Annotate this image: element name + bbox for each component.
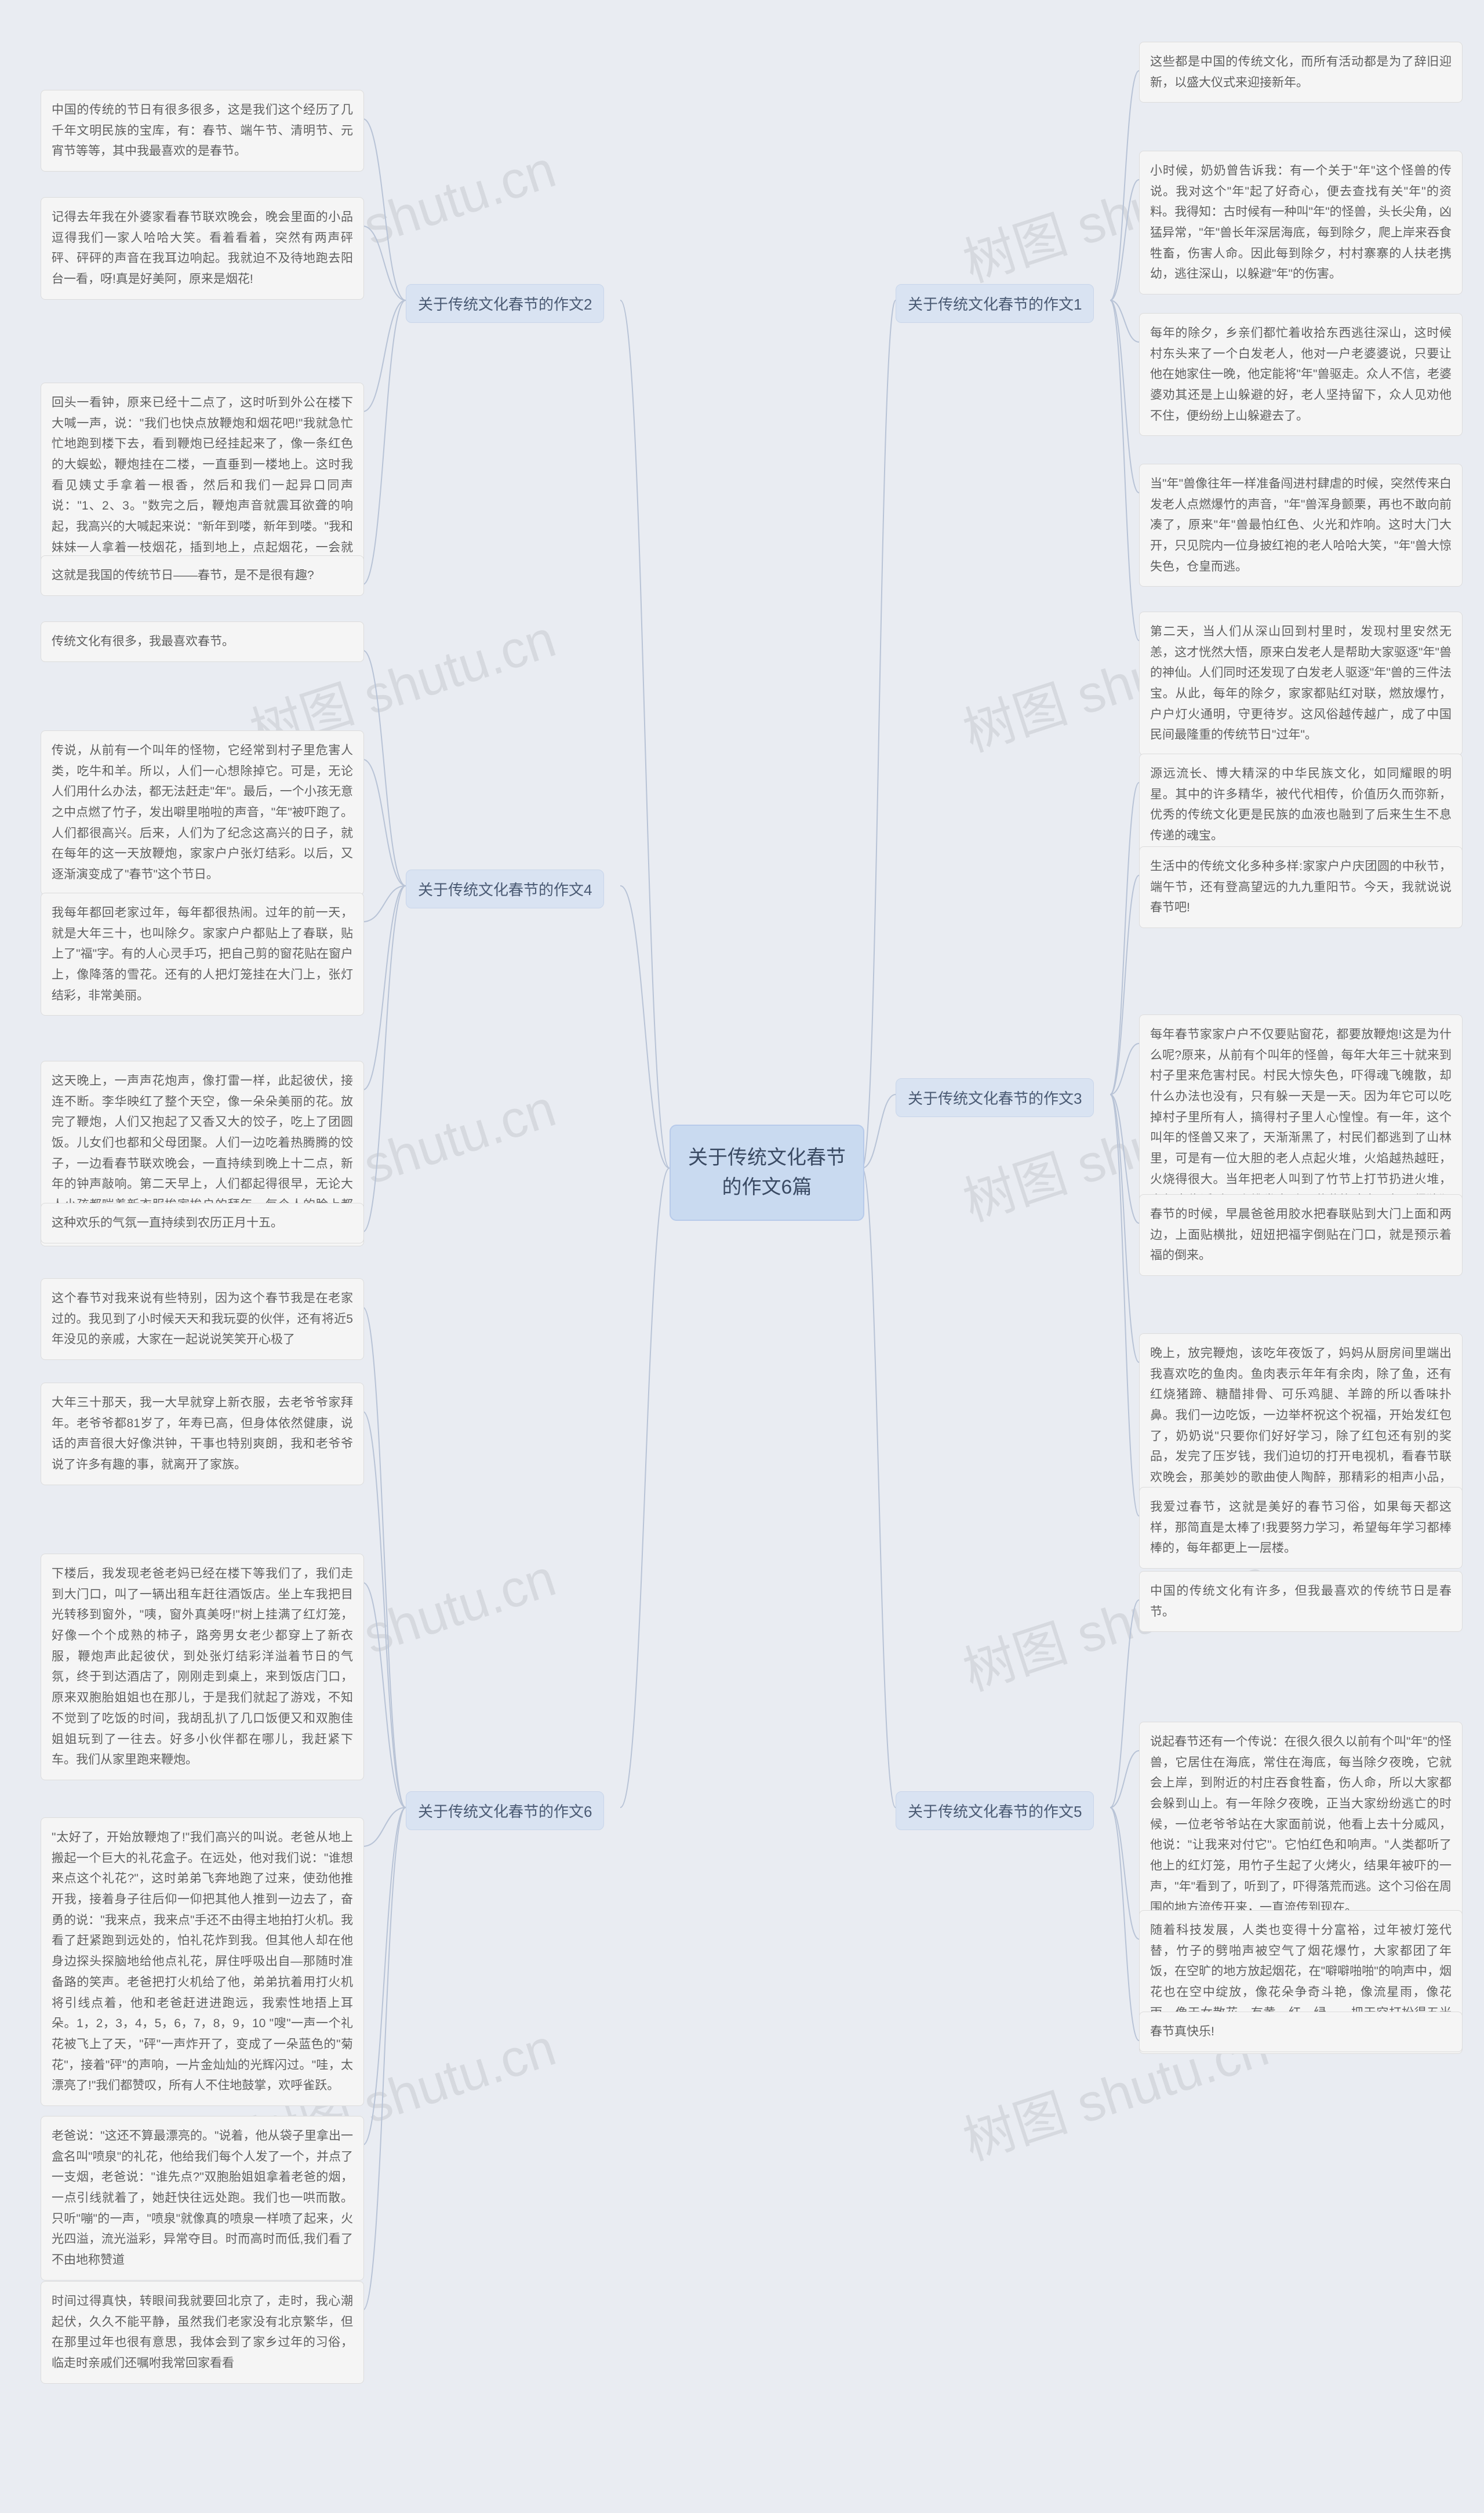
leaf-node: "太好了，开始放鞭炮了!"我们高兴的叫说。老爸从地上搬起一个巨大的礼花盒子。在远… xyxy=(41,1817,364,2106)
leaf-node: 中国的传统的节日有很多很多，这是我们这个经历了几千年文明民族的宝库，有：春节、端… xyxy=(41,90,364,172)
leaf-node: 第二天，当人们从深山回到村里时，发现村里安然无恙，这才恍然大悟，原来白发老人是帮… xyxy=(1139,612,1463,755)
branch-node[interactable]: 关于传统文化春节的作文5 xyxy=(896,1791,1094,1830)
leaf-node: 说起春节还有一个传说：在很久很久以前有个叫"年"的怪兽，它居住在海底，常住在海底… xyxy=(1139,1722,1463,1928)
branch-node[interactable]: 关于传统文化春节的作文6 xyxy=(406,1791,604,1830)
leaf-node: 下楼后，我发现老爸老妈已经在楼下等我们了，我们走到大门口，叫了一辆出租车赶往酒饭… xyxy=(41,1554,364,1780)
leaf-node: 这些都是中国的传统文化，而所有活动都是为了辞旧迎新，以盛大仪式来迎接新年。 xyxy=(1139,42,1463,103)
leaf-node: 这就是我国的传统节日——春节，是不是很有趣? xyxy=(41,555,364,596)
leaf-node: 这个春节对我来说有些特别，因为这个春节我是在老家过的。我见到了小时候天天和我玩耍… xyxy=(41,1278,364,1360)
leaf-node: 传统文化有很多，我最喜欢春节。 xyxy=(41,621,364,662)
leaf-node: 大年三十那天，我一大早就穿上新衣服，去老爷爷家拜年。老爷爷都81岁了，年寿已高，… xyxy=(41,1383,364,1485)
leaf-node: 小时候，奶奶曾告诉我：有一个关于"年"这个怪兽的传说。我对这个"年"起了好奇心，… xyxy=(1139,151,1463,294)
leaf-node: 老爸说："这还不算最漂亮的。"说着，他从袋子里拿出一盒名叫"喷泉"的礼花，他给我… xyxy=(41,2116,364,2281)
leaf-node: 每年的除夕，乡亲们都忙着收拾东西逃往深山，这时候村东头来了一个白发老人，他对一户… xyxy=(1139,313,1463,436)
branch-node[interactable]: 关于传统文化春节的作文1 xyxy=(896,284,1094,323)
center-node[interactable]: 关于传统文化春节的作文6篇 xyxy=(670,1125,864,1221)
leaf-node: 这种欢乐的气氛一直持续到农历正月十五。 xyxy=(41,1203,364,1243)
branch-node[interactable]: 关于传统文化春节的作文3 xyxy=(896,1078,1094,1117)
leaf-node: 春节真快乐! xyxy=(1139,2012,1463,2052)
leaf-node: 生活中的传统文化多种多样:家家户户庆团圆的中秋节，端午节，还有登高望远的九九重阳… xyxy=(1139,846,1463,928)
leaf-node: 记得去年我在外婆家看春节联欢晚会，晚会里面的小品逗得我们一家人哈哈大笑。看着看着… xyxy=(41,197,364,300)
leaf-node: 源远流长、博大精深的中华民族文化，如同耀眼的明星。其中的许多精华，被代代相传，价… xyxy=(1139,754,1463,856)
branch-node[interactable]: 关于传统文化春节的作文4 xyxy=(406,870,604,908)
leaf-node: 当"年"兽像往年一样准备闯进村肆虐的时候，突然传来白发老人点燃爆竹的声音，"年"… xyxy=(1139,464,1463,587)
leaf-node: 我每年都回老家过年，每年都很热闹。过年的前一天，就是大年三十，也叫除夕。家家户户… xyxy=(41,893,364,1016)
leaf-node: 中国的传统文化有许多，但我最喜欢的传统节日是春节。 xyxy=(1139,1571,1463,1632)
leaf-node: 时间过得真快，转眼间我就要回北京了，走时，我心潮起伏，久久不能平静，虽然我们老家… xyxy=(41,2281,364,2384)
leaf-node: 传说，从前有一个叫年的怪物，它经常到村子里危害人类，吃牛和羊。所以，人们一心想除… xyxy=(41,730,364,895)
leaf-node: 春节的时候，早晨爸爸用胶水把春联贴到大门上面和两边，上面贴横批，妞妞把福字倒贴在… xyxy=(1139,1194,1463,1276)
leaf-node: 我爱过春节，这就是美好的春节习俗，如果每天都这样，那简直是太棒了!我要努力学习，… xyxy=(1139,1487,1463,1569)
branch-node[interactable]: 关于传统文化春节的作文2 xyxy=(406,284,604,323)
